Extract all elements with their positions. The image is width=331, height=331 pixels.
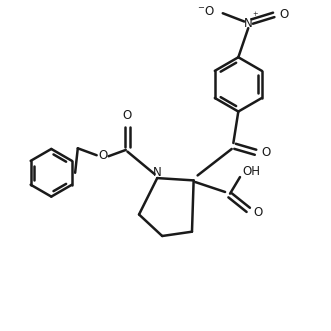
Text: $^{-}$O: $^{-}$O	[197, 5, 215, 18]
Text: O: O	[279, 8, 288, 22]
Text: O: O	[262, 146, 271, 159]
Text: N: N	[153, 166, 162, 179]
Text: O: O	[123, 109, 132, 122]
Text: O: O	[98, 149, 107, 162]
Text: OH: OH	[243, 165, 260, 178]
Text: N: N	[244, 17, 253, 30]
Text: O: O	[254, 206, 263, 219]
Text: $^{+}$: $^{+}$	[252, 11, 259, 21]
